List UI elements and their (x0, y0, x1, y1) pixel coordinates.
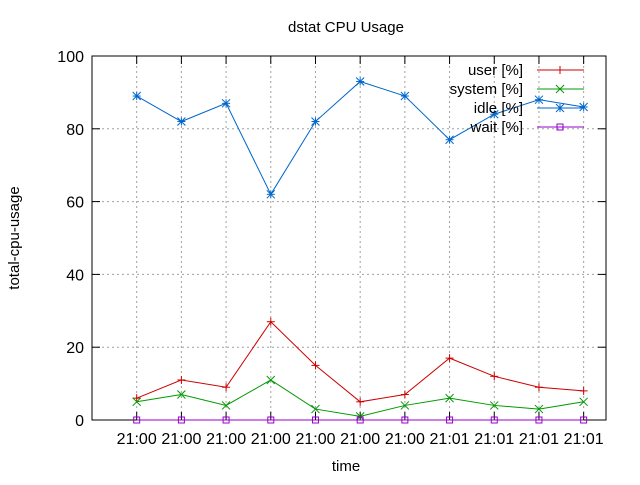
wait-data-point (580, 416, 588, 424)
system-data-point (579, 397, 589, 407)
wait-data-point (356, 416, 364, 424)
wait-data-point (490, 416, 498, 424)
user-data-point (356, 397, 365, 406)
x-tick-label: 21:00 (385, 431, 425, 448)
user-data-point (222, 383, 231, 392)
idle-data-point (221, 98, 231, 108)
y-tick-label: 80 (66, 122, 84, 139)
idle-data-point (445, 135, 454, 145)
y-axis-label: total-cpu-usage (6, 186, 23, 289)
y-tick-label: 20 (66, 340, 84, 357)
legend-marker-system (555, 84, 565, 94)
plot-frame (91, 55, 607, 421)
x-tick-label: 21:00 (295, 431, 335, 448)
user-data-point (579, 386, 588, 395)
y-tick-label: 40 (66, 267, 84, 284)
x-tick-label: 21:00 (117, 431, 157, 448)
wait-data-point (222, 416, 230, 424)
system-data-point (534, 404, 544, 414)
wait-data-point (446, 416, 454, 424)
user-data-point (490, 372, 499, 381)
legend-marker-wait (556, 123, 564, 131)
grid-layer (92, 56, 606, 420)
system-data-point (221, 401, 231, 410)
x-tick-label: 21:00 (251, 431, 291, 448)
idle-data-point (177, 117, 186, 126)
system-data-point (311, 404, 320, 414)
idle-data-point (311, 117, 320, 126)
legend-item-user: user [%] (468, 62, 584, 79)
chart-title: dstat CPU Usage (288, 19, 404, 36)
legend-item-system: system [%] (450, 81, 584, 98)
wait-data-point (133, 416, 141, 424)
idle-data-point (132, 91, 142, 101)
user-data-point (132, 394, 141, 403)
system-data-point (177, 390, 186, 399)
x-axis-label: time (332, 458, 360, 475)
idle-data-point (355, 77, 365, 86)
user-data-point (534, 383, 543, 392)
wait-data-point (311, 416, 319, 424)
x-tick-label: 21:00 (206, 431, 246, 448)
y-tick-label: 0 (75, 413, 84, 430)
system-data-point (400, 401, 410, 410)
user-data-point (445, 354, 454, 363)
series-layer (132, 77, 589, 424)
legend-marker-idle (555, 103, 565, 113)
wait-data-point (177, 416, 185, 424)
x-tick-label: 21:01 (519, 431, 559, 448)
system-data-point (266, 375, 276, 385)
legend-marker-user (556, 66, 564, 74)
user-data-point (400, 390, 409, 399)
x-tick-label: 21:01 (474, 431, 514, 448)
wait-data-point (267, 416, 275, 424)
legend-label-system: system [%] (450, 81, 523, 98)
user-data-point (311, 361, 320, 370)
idle-data-point (579, 102, 589, 112)
idle-data-point (534, 95, 544, 105)
legend-item-wait: wait [%] (469, 119, 584, 136)
idle-data-point (266, 189, 276, 199)
user-data-point (177, 375, 186, 384)
wait-data-point (535, 416, 543, 424)
idle-data-point (489, 109, 499, 119)
system-data-point (489, 401, 499, 410)
x-tick-label: 21:01 (564, 431, 604, 448)
legend: user [%] system [%] idle [%] wait [%] (450, 62, 584, 136)
system-data-point (132, 397, 142, 407)
system-data-point (445, 393, 454, 403)
legend-label-wait: wait [%] (469, 119, 523, 136)
x-tick-label: 21:00 (161, 431, 201, 448)
wait-data-point (401, 416, 409, 424)
user-data-point (266, 317, 275, 326)
legend-label-user: user [%] (468, 62, 523, 79)
legend-item-idle: idle [%] (474, 100, 584, 117)
x-tick-label: 21:01 (430, 431, 470, 448)
y-tick-label: 100 (57, 49, 84, 66)
y-tick-label: 60 (66, 195, 84, 212)
legend-label-idle: idle [%] (474, 100, 523, 117)
x-tick-label: 21:00 (340, 431, 380, 448)
idle-data-point (400, 91, 410, 101)
